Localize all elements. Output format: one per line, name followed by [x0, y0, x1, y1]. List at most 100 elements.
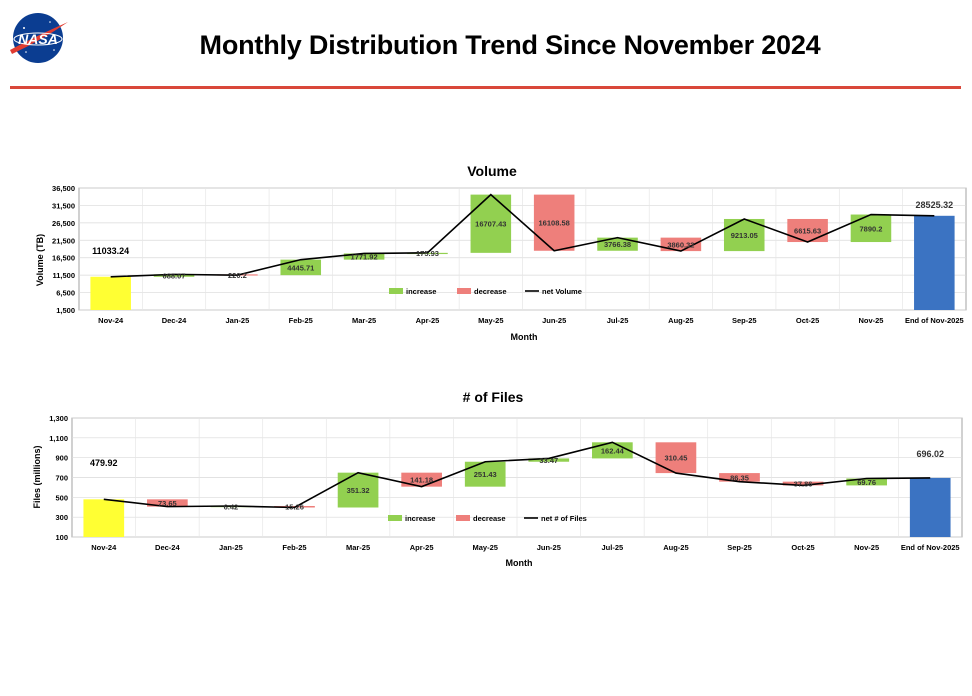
- x-tick-label: Apr-25: [410, 543, 434, 552]
- page-title: Monthly Distribution Trend Since Novembe…: [199, 30, 821, 60]
- x-tick-label: Nov-25: [854, 543, 879, 552]
- data-label: 1771.92: [351, 253, 378, 262]
- data-label: 16707.43: [475, 220, 506, 229]
- x-tick-label: Aug-25: [663, 543, 688, 552]
- data-label-start: 11033.24: [92, 246, 129, 256]
- x-tick-label: Jan-25: [219, 543, 243, 552]
- bar-increase: [337, 472, 379, 508]
- x-tick-label: Dec-24: [162, 316, 187, 325]
- y-tick-label: 31,500: [52, 201, 75, 210]
- net-line: [110, 193, 935, 278]
- x-tick-label: Nov-24: [91, 543, 117, 552]
- legend-label: increase: [405, 514, 435, 523]
- data-label-start: 479.92: [90, 458, 118, 468]
- y-axis-label: Files (millions): [32, 445, 42, 508]
- data-label: 16108.58: [539, 219, 570, 228]
- bar-decrease: [782, 481, 824, 486]
- y-tick-label: 1,300: [49, 414, 68, 423]
- legend-label: net Volume: [542, 287, 582, 296]
- legend-swatch: [457, 288, 471, 294]
- legend-swatch: [388, 515, 402, 521]
- x-tick-label: Oct-25: [796, 316, 819, 325]
- data-label-end: 28525.32: [916, 200, 954, 210]
- data-label: 251.43: [474, 470, 497, 479]
- x-tick-label: Feb-25: [289, 316, 313, 325]
- bar-increase: [280, 259, 322, 276]
- data-label: 7890.2: [859, 224, 882, 233]
- data-label: 15.26: [285, 503, 304, 512]
- bar-start: [90, 276, 131, 310]
- x-tick-label: Apr-25: [416, 316, 440, 325]
- data-label: 4445.71: [287, 263, 314, 272]
- data-label: 3766.38: [604, 240, 631, 249]
- bar-increase: [528, 458, 570, 462]
- y-tick-label: 500: [55, 493, 68, 502]
- data-label: 310.45: [664, 454, 687, 463]
- x-tick-label: Sep-25: [727, 543, 752, 552]
- files-chart: # of Files Files (millions) Month 100 300…: [32, 389, 963, 568]
- x-tick-label: Sep-25: [732, 316, 757, 325]
- x-tick-label: End of Nov-2025: [905, 316, 964, 325]
- bar-increase: [470, 194, 512, 253]
- chart-title: # of Files: [463, 389, 524, 405]
- data-label: 175.93: [416, 249, 439, 258]
- title-divider: [10, 86, 961, 89]
- legend-label: net # of Files: [541, 514, 587, 523]
- bar-increase: [597, 237, 638, 251]
- data-label: 37.86: [794, 480, 813, 489]
- y-tick-label: 300: [55, 513, 68, 522]
- legend-label: decrease: [473, 514, 506, 523]
- x-tick-label: Oct-25: [791, 543, 814, 552]
- x-tick-label: Dec-24: [155, 543, 180, 552]
- y-tick-label: 21,500: [52, 236, 75, 245]
- bar-increase: [592, 442, 633, 459]
- x-tick-label: May-25: [478, 316, 503, 325]
- bar-end: [909, 477, 951, 537]
- legend-label: increase: [406, 287, 436, 296]
- y-tick-label: 36,500: [52, 184, 75, 193]
- bar-increase: [464, 461, 506, 487]
- net-line: [103, 441, 931, 509]
- y-axis-label: Volume (TB): [35, 234, 45, 286]
- y-tick-label: 11,500: [52, 271, 75, 280]
- x-tick-label: Nov-24: [98, 316, 124, 325]
- y-tick-label: 1,100: [49, 434, 68, 443]
- legend-label: decrease: [474, 287, 507, 296]
- y-tick-label: 100: [55, 533, 68, 542]
- y-tick-label: 1,500: [56, 306, 75, 315]
- data-label: 162.44: [601, 446, 625, 455]
- logo-text: NASA: [18, 31, 58, 47]
- bar-decrease: [660, 237, 702, 252]
- x-tick-label: End of Nov-2025: [901, 543, 960, 552]
- legend-swatch: [389, 288, 403, 294]
- x-axis-label: Month: [506, 558, 533, 568]
- bar-increase: [343, 253, 385, 260]
- data-label: 688.07: [163, 272, 186, 281]
- y-tick-label: 6,500: [56, 289, 75, 298]
- data-label: 86.35: [730, 473, 749, 482]
- nasa-logo: NASA: [10, 13, 68, 63]
- x-tick-label: Jul-25: [602, 543, 624, 552]
- x-tick-label: Jul-25: [607, 316, 629, 325]
- y-tick-label: 900: [55, 454, 68, 463]
- data-label: 6.42: [224, 502, 239, 511]
- bar-increase: [846, 478, 887, 486]
- x-tick-label: Aug-25: [668, 316, 693, 325]
- data-label: 3860.32: [667, 240, 694, 249]
- bar-decrease: [655, 442, 697, 474]
- data-label-end: 696.02: [916, 449, 944, 459]
- bar-increase: [153, 274, 195, 277]
- volume-chart: Volume Volume (TB) Month 1,500 6,500 11,50…: [35, 163, 967, 342]
- x-tick-label: Mar-25: [346, 543, 370, 552]
- data-label: 73.65: [158, 499, 177, 508]
- x-tick-label: Nov-25: [858, 316, 883, 325]
- bar-decrease: [147, 499, 188, 507]
- x-axis-label: Month: [511, 332, 538, 342]
- x-tick-label: Jun-25: [537, 543, 561, 552]
- x-tick-label: Jun-25: [542, 316, 566, 325]
- data-label: 69.76: [857, 478, 876, 487]
- bar-decrease: [787, 218, 828, 243]
- data-label: 141.18: [410, 476, 433, 485]
- bar-decrease: [719, 473, 760, 482]
- data-label: 9213.05: [731, 231, 758, 240]
